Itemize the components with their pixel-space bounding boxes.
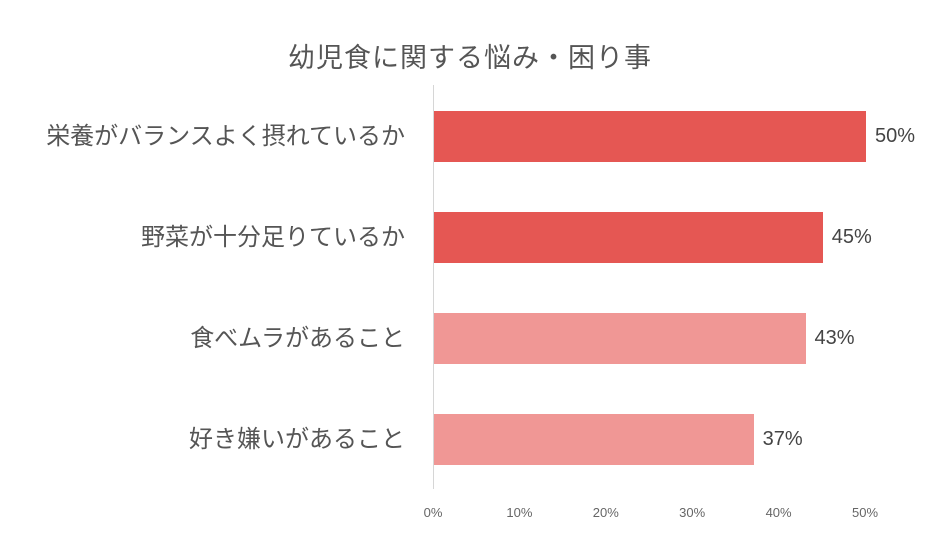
x-tick-label: 0% bbox=[423, 505, 443, 520]
category-label: 好き嫌いがあること bbox=[189, 425, 405, 453]
bar-row: 好き嫌いがあること 37% bbox=[0, 414, 940, 465]
category-label: 野菜が十分足りているか bbox=[141, 223, 405, 251]
chart-title: 幼児食に関する悩み・困り事 bbox=[288, 43, 652, 74]
x-tick-label: 10% bbox=[506, 505, 533, 520]
value-label: 50% bbox=[875, 125, 916, 147]
value-label: 45% bbox=[831, 226, 872, 248]
y-axis-line bbox=[433, 85, 434, 489]
bar bbox=[434, 313, 806, 364]
bar bbox=[434, 111, 866, 162]
value-label: 43% bbox=[814, 327, 855, 349]
bar-row: 栄養がバランスよく摂れているか 50% bbox=[0, 111, 940, 162]
bar-row: 野菜が十分足りているか 45% bbox=[0, 212, 940, 263]
x-tick-label: 50% bbox=[851, 505, 879, 520]
bar-row: 食べムラがあること 43% bbox=[0, 313, 940, 364]
value-label: 37% bbox=[762, 428, 803, 450]
x-tick-label: 40% bbox=[765, 505, 792, 520]
category-label: 栄養がバランスよく摂れているか bbox=[46, 122, 405, 150]
bar bbox=[434, 212, 823, 263]
category-label: 食べムラがあること bbox=[190, 324, 405, 352]
x-tick-label: 30% bbox=[679, 505, 706, 520]
bar bbox=[434, 414, 754, 465]
x-tick-label: 20% bbox=[592, 505, 619, 520]
